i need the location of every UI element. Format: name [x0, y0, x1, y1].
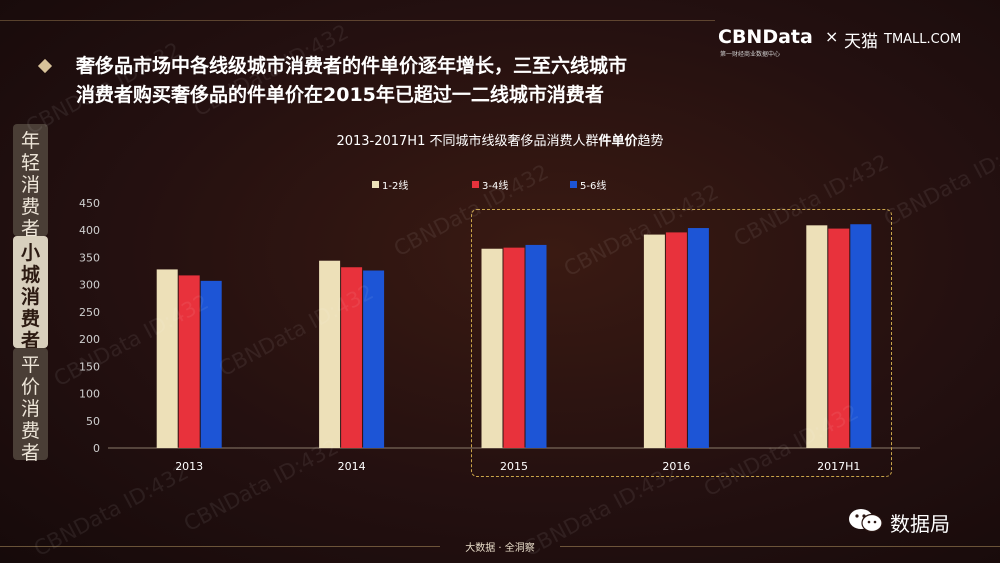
brand-tmall-en: TMALL.COM [884, 32, 962, 47]
side-tab-char: 年 [20, 130, 40, 152]
bar-2016-5-6线 [687, 228, 709, 448]
brand-subtitle: 第一财经商业数据中心 [720, 51, 781, 58]
side-tab-char: 者 [20, 442, 40, 464]
bar-2015-3-4线 [503, 247, 525, 448]
y-tick-label: 0 [93, 442, 100, 455]
bar-2015-1-2线 [481, 248, 503, 448]
highlight-box-2015-2017 [471, 209, 892, 477]
bar-2016-1-2线 [643, 234, 665, 448]
side-tab-char: 小 [20, 242, 40, 264]
brand-cbndata: CBNData [718, 26, 813, 48]
brand-cross: × [825, 27, 839, 46]
side-tab-char: 轻 [20, 152, 40, 174]
side-tab-char: 价 [20, 376, 40, 398]
bar-2017H1-3-4线 [828, 228, 850, 448]
side-tab-label: 平价消费者 [13, 354, 48, 464]
wechat-account-name: 数据局 [890, 512, 950, 536]
bar-2017H1-5-6线 [850, 224, 872, 448]
y-tick-label: 450 [79, 197, 100, 210]
side-tab-char: 者 [20, 218, 40, 240]
side-tab-char: 消 [20, 398, 40, 420]
bar-2013-5-6线 [200, 280, 222, 448]
x-category-label: 2016 [662, 460, 690, 473]
bar-2017H1-1-2线 [806, 225, 828, 448]
side-tab-budget[interactable]: 平价消费者 [13, 348, 48, 464]
y-tick-label: 150 [79, 360, 100, 373]
chart-title-bold: 件单价 [598, 134, 638, 149]
x-category-label: 2017H1 [817, 460, 860, 473]
bar-2014-5-6线 [363, 270, 385, 448]
chart-title-suffix: 趋势 [637, 134, 664, 149]
legend-item-5-6: 5-6线 [570, 174, 606, 193]
brand-tmall-cn: 天猫 [844, 32, 878, 52]
headline-line1: 奢侈品市场中各线级城市消费者的件单价逐年增长，三至六线城市 [76, 55, 628, 77]
y-tick-label: 350 [79, 251, 100, 264]
y-tick-label: 200 [79, 333, 100, 346]
y-tick-label: 300 [79, 279, 100, 292]
y-tick-label: 250 [79, 306, 100, 319]
bar-2013-1-2线 [156, 269, 178, 448]
chart-title: 2013-2017H1 不同城市线级奢侈品消费人群件单价趋势 [0, 130, 1000, 149]
legend-item-1-2: 1-2线 [372, 174, 408, 193]
brand-logo: CBNData 第一财经商业数据中心 × 天猫 TMALL.COM [718, 26, 986, 58]
headline-line2: 消费者购买奢侈品的件单价在2015年已超过一二线城市消费者 [76, 84, 604, 106]
legend-label: 3-4线 [482, 181, 509, 192]
y-tick-label: 100 [79, 388, 100, 401]
legend-swatch [372, 181, 379, 188]
x-category-label: 2015 [500, 460, 528, 473]
legend-item-3-4: 3-4线 [472, 174, 508, 193]
side-tab-char: 消 [20, 286, 40, 308]
wechat-icon [849, 509, 883, 533]
side-tab-label: 年轻消费者 [13, 130, 48, 240]
top-divider-left [0, 20, 715, 21]
side-tab-char: 者 [20, 330, 40, 352]
y-tick-label: 50 [86, 415, 100, 428]
bottom-divider-right [560, 546, 1000, 547]
side-tab-char: 费 [20, 308, 40, 330]
side-tab-char: 平 [20, 354, 40, 376]
chart-legend: 1-2线 3-4线 5-6线 [0, 174, 1000, 193]
chart-title-prefix: 2013-2017H1 不同城市线级奢侈品消费人群 [336, 134, 599, 149]
legend-swatch [472, 181, 479, 188]
headline: 奢侈品市场中各线级城市消费者的件单价逐年增长，三至六线城市 消费者购买奢侈品的件… [76, 52, 716, 110]
side-tab-small-city[interactable]: 小城消费者 [13, 236, 48, 352]
side-tab-char: 消 [20, 174, 40, 196]
wechat-account: 数据局 [848, 506, 978, 536]
y-tick-label: 400 [79, 224, 100, 237]
side-tab-label: 小城消费者 [13, 242, 48, 352]
side-tab-char: 费 [20, 420, 40, 442]
x-category-label: 2013 [175, 460, 203, 473]
x-category-label: 2014 [338, 460, 366, 473]
bar-2014-1-2线 [319, 260, 341, 448]
side-tab-young[interactable]: 年轻消费者 [13, 124, 48, 240]
bar-2013-3-4线 [178, 275, 200, 448]
legend-label: 1-2线 [382, 181, 409, 192]
bottom-divider-left [0, 546, 440, 547]
bar-2014-3-4线 [341, 267, 363, 448]
legend-swatch [570, 181, 577, 188]
side-tab-char: 城 [20, 264, 40, 286]
legend-label: 5-6线 [580, 181, 607, 192]
side-tab-char: 费 [20, 196, 40, 218]
bar-2016-3-4线 [665, 232, 687, 448]
bar-2015-5-6线 [525, 244, 547, 448]
bottom-caption: 大数据 · 全洞察 [465, 543, 535, 554]
